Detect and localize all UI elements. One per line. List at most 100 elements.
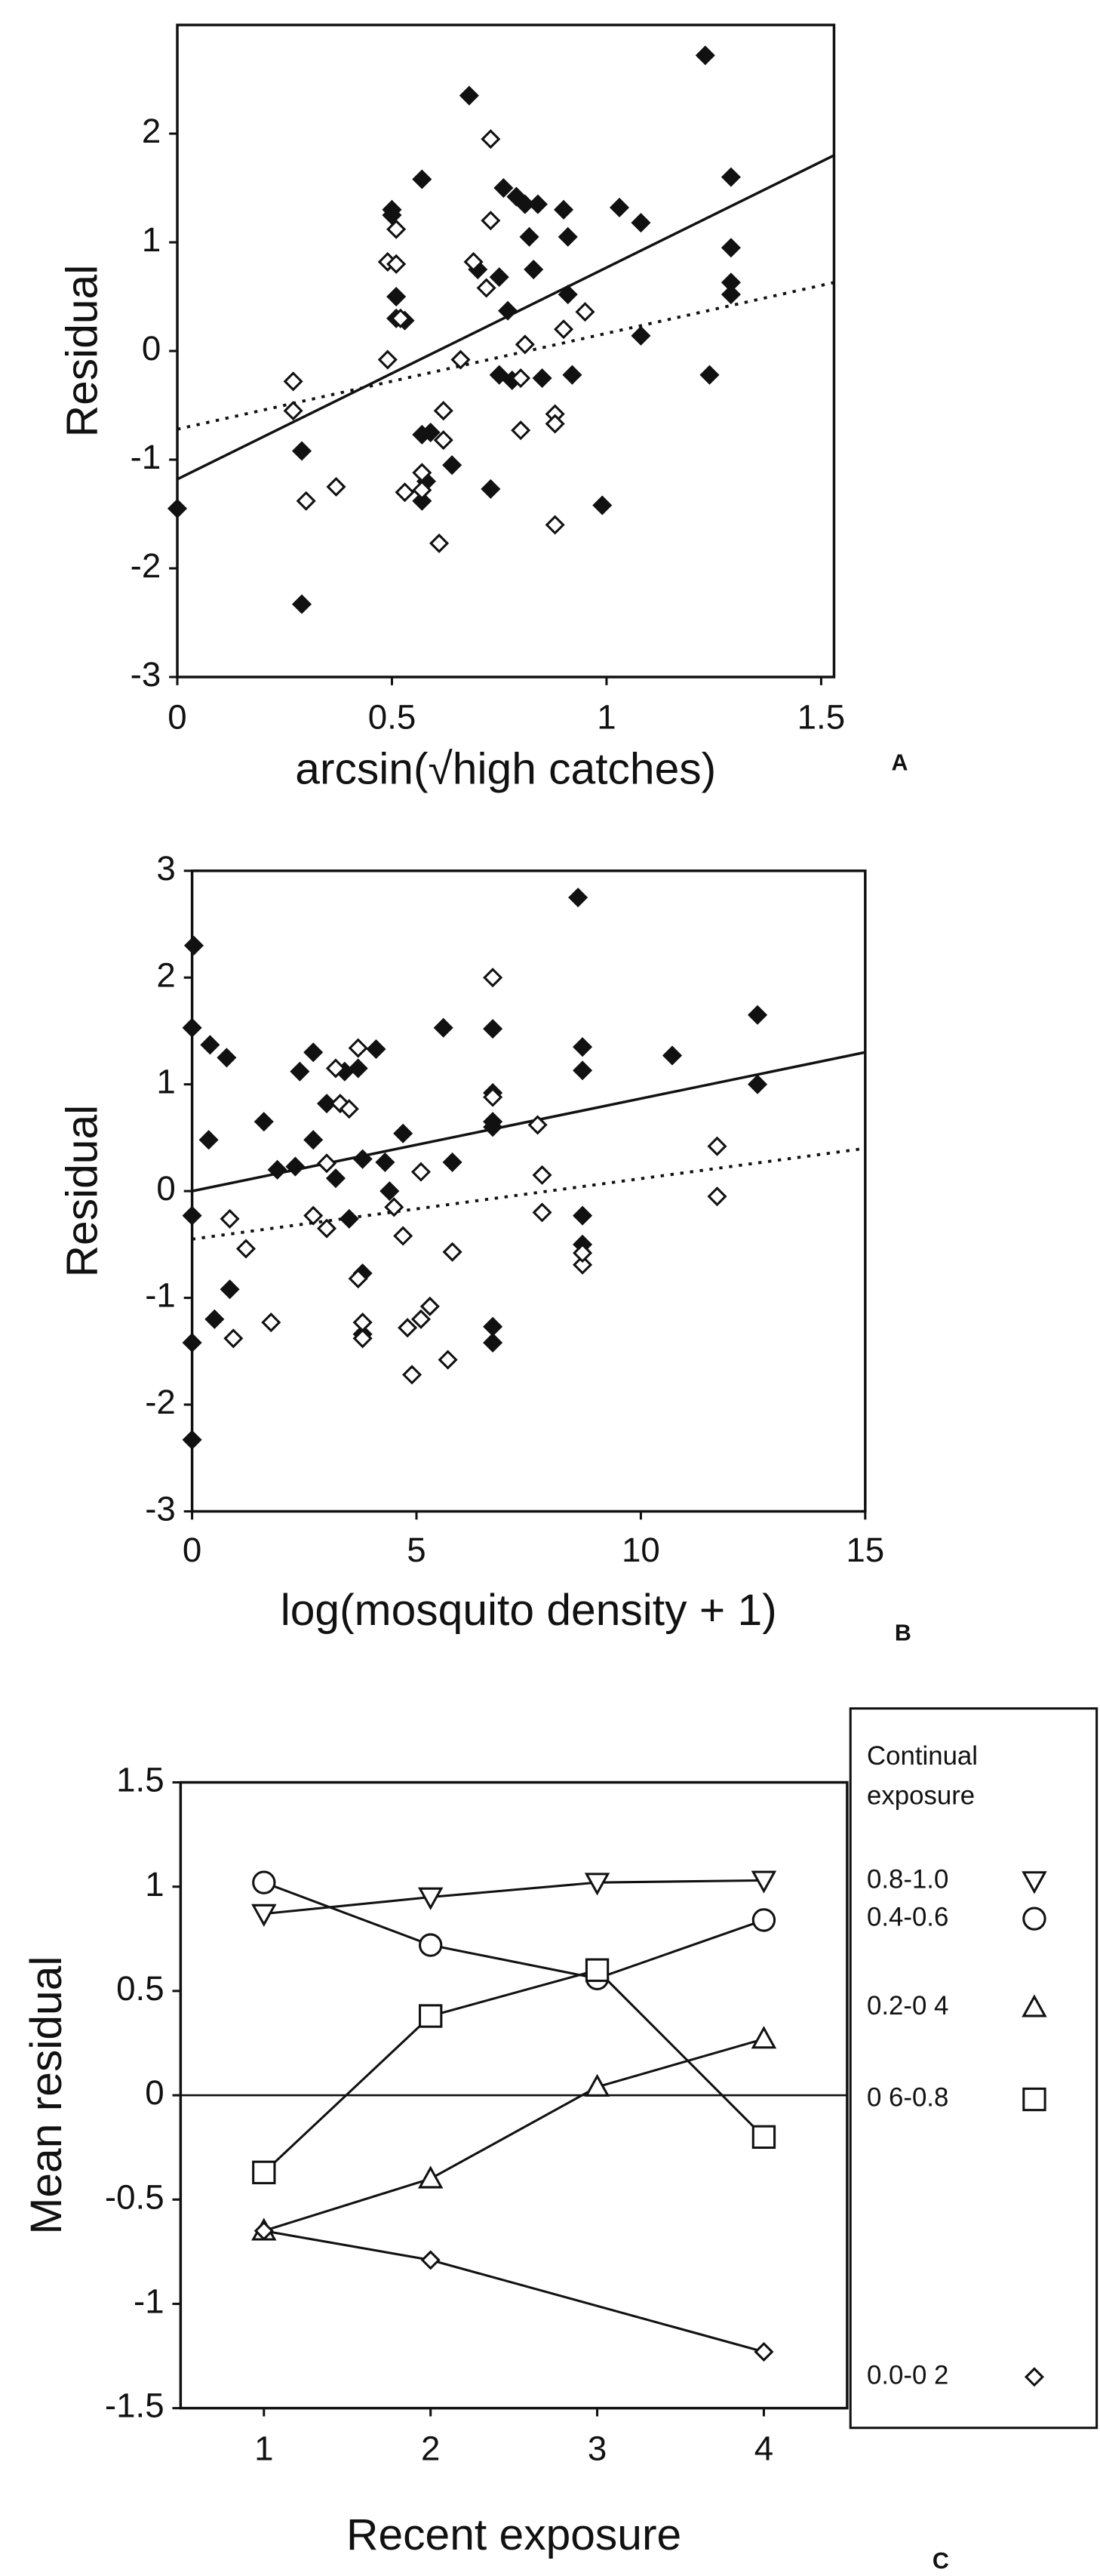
marker — [1024, 2367, 1044, 2387]
legend-title: Continual — [867, 1741, 978, 1771]
marker — [721, 167, 741, 187]
marker — [251, 1904, 277, 1927]
marker — [235, 1239, 257, 1259]
series-line — [263, 1881, 764, 1980]
legend-label: 0.8-1.0 — [867, 1864, 948, 1894]
marker — [377, 349, 398, 370]
marker — [483, 1019, 503, 1039]
marker — [283, 401, 303, 421]
x-tick-label: 0 — [167, 698, 186, 737]
y-tick-label: -3 — [131, 655, 161, 694]
marker — [386, 219, 407, 239]
marker — [573, 1060, 593, 1081]
marker — [554, 319, 574, 340]
marker — [290, 1061, 310, 1082]
y-tick-label: -1 — [145, 1276, 176, 1315]
marker — [412, 169, 432, 189]
y-tick-label: -2 — [145, 1383, 176, 1421]
marker — [511, 368, 531, 389]
marker — [527, 194, 548, 214]
marker — [532, 368, 552, 389]
marker — [220, 1279, 240, 1300]
y-axis-label: Mean residual — [22, 1956, 71, 2235]
marker — [545, 515, 565, 535]
marker — [481, 129, 501, 149]
legend-label: 0.2-0 4 — [867, 1991, 948, 2020]
y-tick-label: -3 — [145, 1490, 176, 1528]
x-tick-label: 2 — [421, 2429, 440, 2467]
marker — [384, 1197, 404, 1217]
marker — [751, 2026, 777, 2049]
x-tick-label: 15 — [846, 1531, 884, 1569]
marker — [483, 1332, 503, 1353]
marker — [182, 1017, 202, 1038]
marker — [515, 194, 535, 214]
marker — [325, 1168, 346, 1189]
marker — [398, 1318, 418, 1338]
marker — [386, 254, 407, 274]
marker — [252, 1870, 276, 1894]
marker — [748, 1005, 768, 1025]
marker — [390, 308, 410, 328]
marker — [261, 1313, 281, 1333]
marker — [573, 1243, 593, 1263]
marker — [532, 1165, 552, 1185]
marker — [412, 480, 432, 500]
marker — [317, 1218, 337, 1239]
marker — [754, 2341, 774, 2362]
marker — [562, 365, 582, 385]
marker — [554, 199, 574, 220]
marker — [699, 365, 720, 385]
marker — [573, 1254, 593, 1275]
marker — [483, 1087, 503, 1107]
marker — [442, 1242, 462, 1262]
marker — [1022, 1907, 1046, 1931]
marker — [253, 2221, 274, 2241]
marker — [182, 1332, 202, 1353]
marker — [489, 267, 509, 288]
fit-line — [177, 281, 834, 431]
marker — [339, 1208, 359, 1229]
marker — [352, 1328, 373, 1349]
marker — [419, 1933, 443, 1957]
marker — [493, 178, 514, 199]
y-axis-label: Residual — [58, 265, 107, 438]
marker — [182, 1205, 202, 1226]
marker — [481, 211, 501, 231]
marker — [402, 1365, 422, 1385]
marker — [417, 2165, 444, 2189]
marker — [217, 1048, 237, 1068]
marker — [568, 888, 588, 908]
series-line — [263, 2037, 764, 2233]
marker — [558, 285, 578, 305]
y-tick-label: -1 — [134, 2282, 164, 2320]
marker — [419, 2004, 443, 2028]
marker — [558, 226, 578, 247]
y-tick-label: -0.5 — [105, 2177, 164, 2216]
marker — [751, 1908, 776, 1932]
marker — [573, 1037, 593, 1057]
y-tick-label: 2 — [156, 956, 175, 994]
marker — [1022, 1994, 1047, 2017]
y-axis-label: Residual — [58, 1105, 107, 1278]
x-axis-label: arcsin(√high catches) — [295, 745, 716, 794]
y-tick-label: 3 — [156, 849, 175, 888]
marker — [498, 300, 518, 321]
legend-box — [849, 1707, 1098, 2430]
marker — [481, 479, 501, 499]
marker — [366, 1039, 386, 1060]
marker — [519, 226, 539, 247]
marker — [393, 1226, 413, 1246]
marker — [303, 1205, 324, 1226]
marker — [463, 251, 484, 272]
marker — [450, 349, 471, 370]
marker — [417, 1887, 444, 1910]
marker — [433, 1017, 453, 1038]
marker — [438, 1350, 458, 1370]
marker — [442, 1152, 462, 1172]
plot-frame — [190, 869, 867, 1513]
marker — [348, 1269, 368, 1289]
fit-line — [192, 1051, 866, 1193]
y-tick-label: 0.5 — [116, 1969, 164, 2008]
